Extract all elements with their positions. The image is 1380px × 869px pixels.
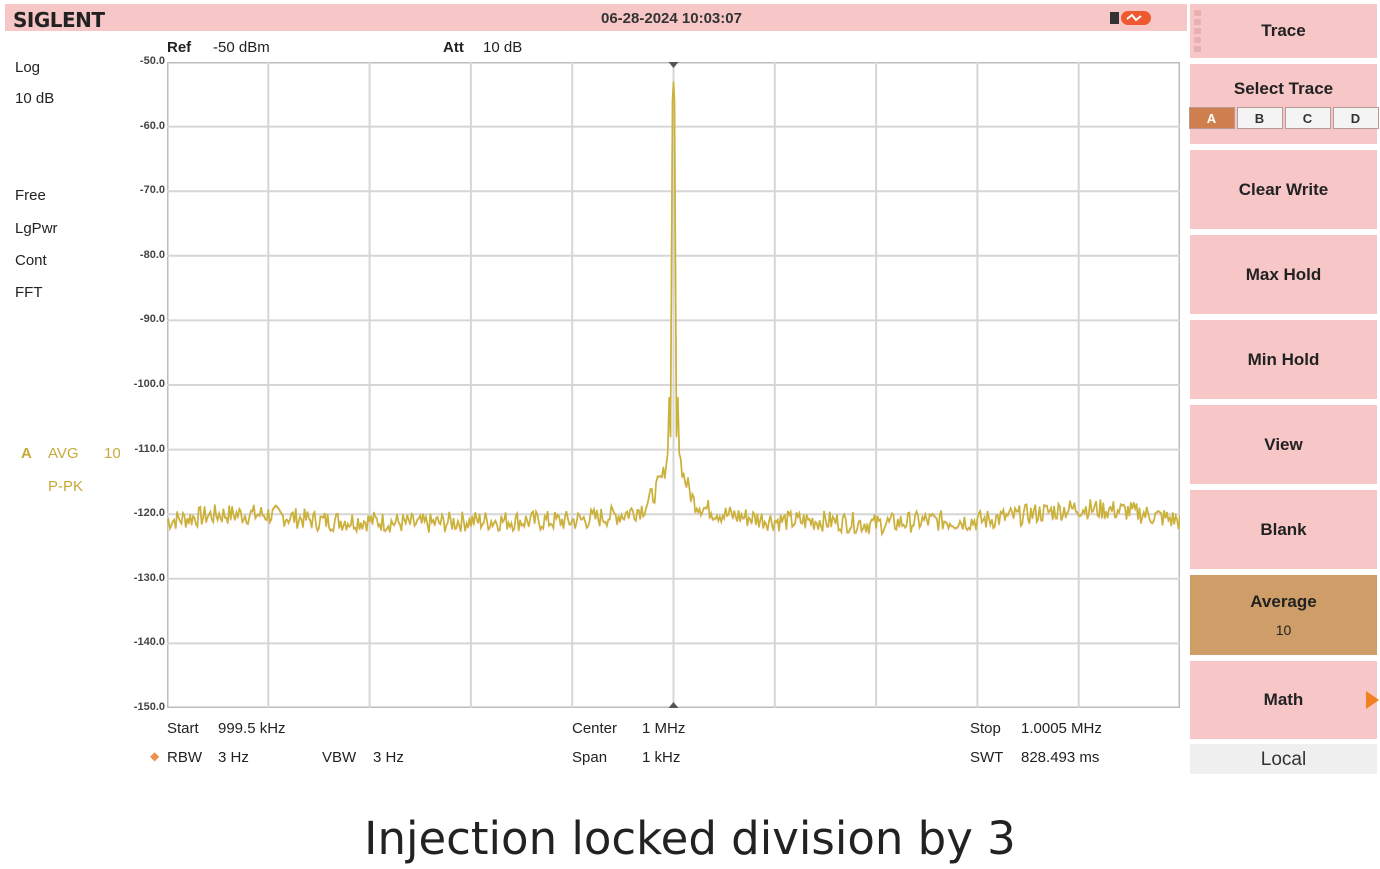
- caption: Injection locked division by 3: [364, 812, 1016, 865]
- max-hold-button[interactable]: Max Hold: [1190, 235, 1377, 314]
- spectrum-plot[interactable]: [167, 62, 1180, 708]
- mode-cont: Cont: [15, 252, 47, 269]
- max-hold-label: Max Hold: [1245, 264, 1322, 284]
- min-hold-label: Min Hold: [1247, 349, 1320, 369]
- brand-logo: SIGLENT: [13, 8, 105, 32]
- view-label: View: [1264, 434, 1303, 454]
- vbw-label: VBW: [322, 749, 357, 766]
- trace-mode: AVG: [48, 445, 79, 462]
- att-value[interactable]: 10 dB: [483, 39, 523, 56]
- blank-label: Blank: [1260, 519, 1307, 539]
- select-trace-label: Select Trace: [1233, 79, 1334, 98]
- swt-value[interactable]: 828.493 ms: [1021, 749, 1100, 766]
- trace-tab-b[interactable]: B: [1236, 107, 1283, 129]
- trace-letter: A: [21, 445, 32, 462]
- scale-div: 10 dB: [15, 90, 55, 107]
- stop-label: Stop: [970, 720, 1001, 737]
- local-button[interactable]: Local: [1190, 744, 1377, 774]
- mode-lgpwr: LgPwr: [15, 220, 58, 237]
- average-label: Average: [1250, 592, 1317, 611]
- stop-value[interactable]: 1.0005 MHz: [1021, 720, 1102, 737]
- span-label: Span: [572, 749, 608, 766]
- start-value[interactable]: 999.5 kHz: [218, 720, 286, 737]
- y-tick-label: -150.0: [133, 701, 165, 713]
- trace-tab-d[interactable]: D: [1332, 107, 1379, 129]
- y-tick-label: -90.0: [139, 313, 165, 326]
- clear-write-button[interactable]: Clear Write: [1190, 150, 1377, 229]
- trace-menu-label: Trace: [1261, 21, 1306, 40]
- trace-count: 10: [104, 445, 121, 462]
- datetime: 06-28-2024 10:03:07: [601, 10, 742, 27]
- mode-free: Free: [15, 187, 46, 204]
- trace-a-line: [167, 81, 1180, 537]
- y-tick-label: -50.0: [139, 55, 165, 67]
- select-trace-button[interactable]: Select Trace A B C D: [1188, 64, 1379, 144]
- center-marker-bottom: [668, 702, 679, 708]
- rbw-marker-icon: ◆: [150, 749, 160, 763]
- vbw-value[interactable]: 3 Hz: [373, 749, 404, 766]
- min-hold-button[interactable]: Min Hold: [1190, 320, 1377, 399]
- y-tick-label: -60.0: [139, 119, 165, 132]
- span-value[interactable]: 1 kHz: [642, 749, 681, 766]
- att-label: Att: [443, 39, 464, 56]
- y-tick-label: -80.0: [139, 248, 165, 261]
- rbw-label: RBW: [167, 749, 202, 766]
- mode-fft: FFT: [15, 284, 43, 301]
- battery-icon: [1110, 10, 1152, 26]
- submenu-arrow-icon: [1366, 691, 1379, 709]
- average-count: 10: [1275, 622, 1292, 638]
- trace-tabs: A B C D: [1188, 107, 1379, 129]
- grip-handle-icon[interactable]: [1194, 10, 1201, 52]
- math-button[interactable]: Math: [1190, 661, 1379, 739]
- blank-button[interactable]: Blank: [1190, 490, 1377, 569]
- trace-tab-a[interactable]: A: [1188, 107, 1235, 129]
- detector-mode: P-PK: [48, 478, 84, 495]
- view-button[interactable]: View: [1190, 405, 1377, 484]
- y-tick-label: -120.0: [133, 507, 165, 520]
- rbw-value[interactable]: 3 Hz: [218, 749, 249, 766]
- y-tick-label: -130.0: [133, 571, 165, 584]
- status-bar: SIGLENT 06-28-2024 10:03:07: [5, 4, 1187, 32]
- center-marker-top: [668, 62, 679, 68]
- clear-write-label: Clear Write: [1238, 179, 1329, 199]
- y-tick-label: -110.0: [134, 442, 165, 455]
- center-value[interactable]: 1 MHz: [642, 720, 686, 737]
- average-button[interactable]: Average 10: [1190, 575, 1377, 655]
- trace-tab-c[interactable]: C: [1284, 107, 1331, 129]
- y-tick-label: -140.0: [133, 636, 165, 649]
- ref-label: Ref: [167, 39, 192, 56]
- scale-type: Log: [15, 59, 41, 76]
- y-tick-label: -100.0: [133, 378, 165, 390]
- y-tick-label: -70.0: [139, 184, 165, 197]
- center-label: Center: [572, 720, 618, 737]
- trace-menu-title: Trace: [1190, 4, 1377, 58]
- ref-value[interactable]: -50 dBm: [213, 39, 270, 56]
- start-label: Start: [167, 720, 199, 737]
- swt-label: SWT: [970, 749, 1004, 766]
- math-label: Math: [1263, 690, 1304, 709]
